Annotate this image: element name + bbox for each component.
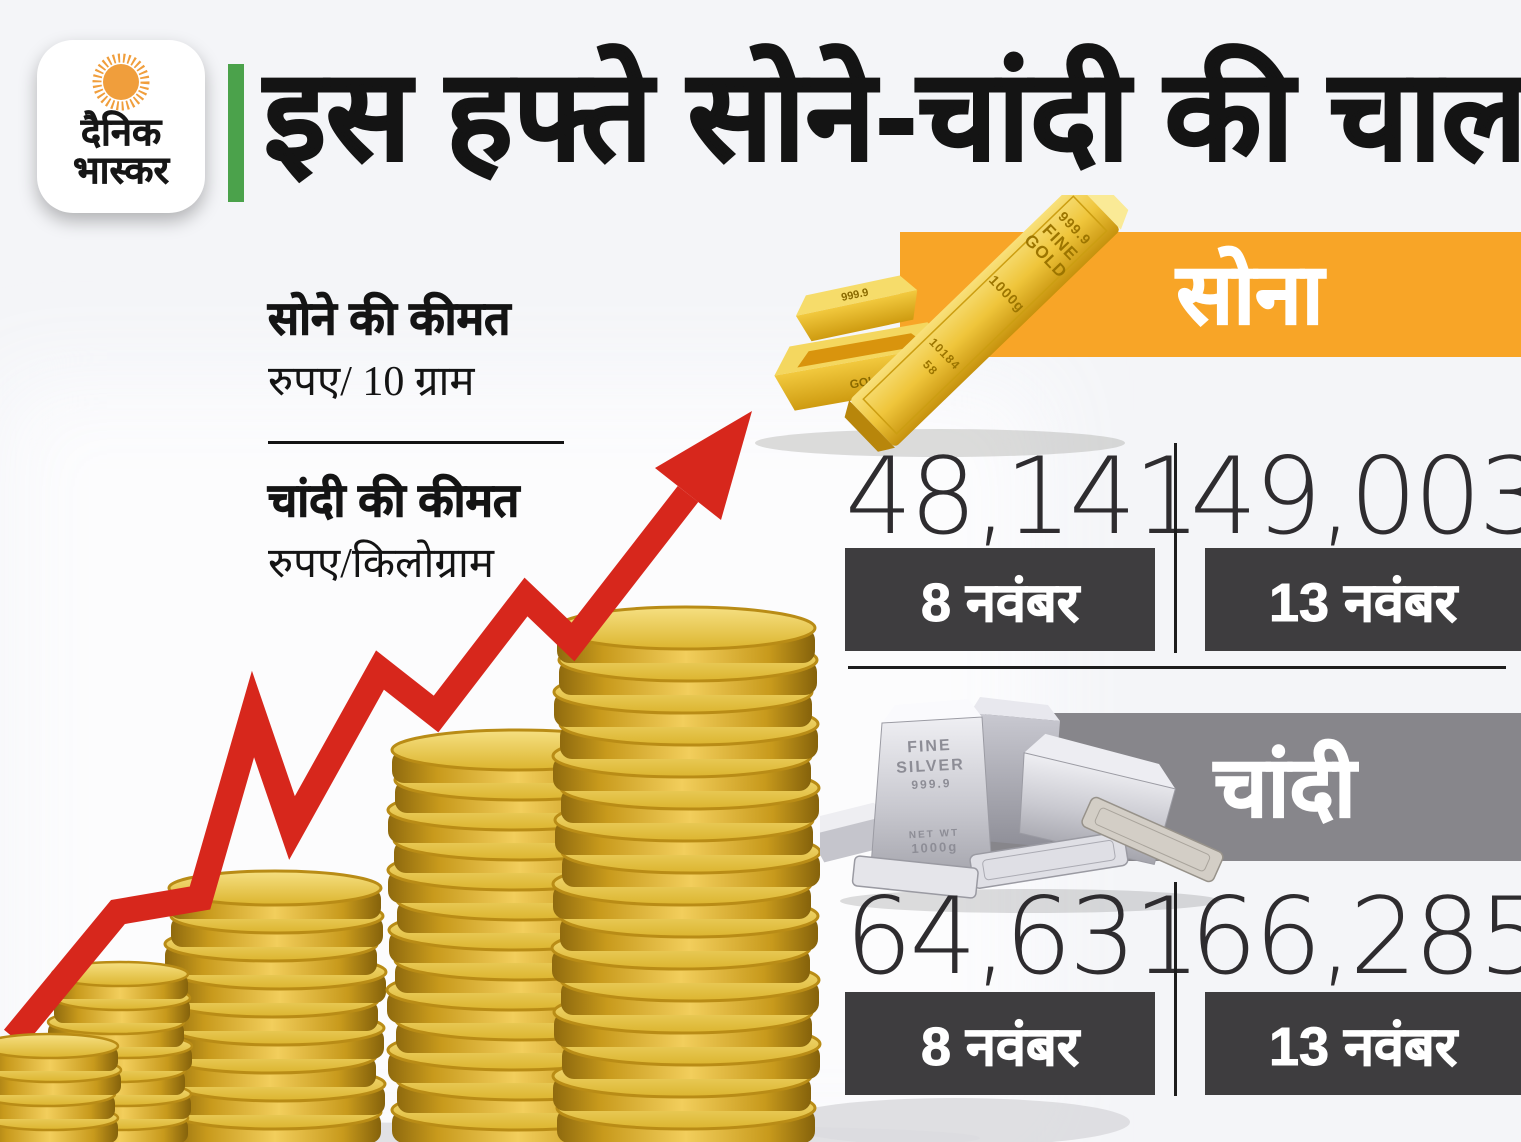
svg-text:1000g: 1000g — [911, 839, 959, 856]
silver-price-nov13: 66,285 — [1190, 875, 1521, 998]
gold-bar-standing: 999.9 FINE GOLD 1000g 10184 58 — [844, 195, 1129, 452]
page-title: इस हफ्ते सोने-चांदी की चाल — [263, 44, 1521, 187]
growth-arrow-icon — [3, 411, 752, 1047]
gold-column-divider — [1174, 443, 1177, 653]
gold-ingot-lying-back: 999.9 — [795, 275, 918, 342]
coin-stack-front — [0, 1032, 123, 1142]
silver-date-badge-nov8: 8 नवंबर — [845, 992, 1155, 1095]
gold-ingots-illustration: 999.9 GOLD 999.9 FINE GOLD 1000g 10184 5… — [755, 195, 1129, 457]
silver-price-label: चांदी की कीमत — [268, 474, 520, 527]
silver-column-divider — [1174, 882, 1177, 1096]
silver-banner-label: चांदी — [1214, 739, 1357, 835]
coin-stack-2 — [162, 869, 388, 1142]
silver-price-nov8: 64,631 — [845, 875, 1201, 998]
silver-price-unit: रुपए/किलोग्राम — [268, 541, 495, 588]
section-divider-rule — [848, 666, 1506, 669]
silver-flat-bar-2 — [1081, 796, 1224, 883]
sunburst-icon — [92, 53, 150, 111]
svg-text:SILVER: SILVER — [896, 756, 965, 777]
silver-ingot-main: FINE SILVER 999.9 NET WT 1000g — [869, 699, 993, 880]
svg-text:999.9: 999.9 — [911, 776, 952, 792]
svg-text:NET WT: NET WT — [909, 828, 960, 842]
silver-ingots-illustration: FINE SILVER 999.9 NET WT 1000g — [820, 697, 1224, 913]
svg-text:999.9: 999.9 — [840, 286, 869, 303]
gold-price-label: सोने की कीमत — [268, 292, 511, 345]
gold-date-badge-nov13: 13 नवंबर — [1205, 548, 1521, 651]
price-legend: सोने की कीमत रुपए/ 10 ग्राम चांदी की कीम… — [268, 292, 608, 590]
silver-date-badge-nov13: 13 नवंबर — [1205, 992, 1521, 1095]
title-accent-bar — [228, 64, 244, 202]
gold-banner-label: सोना — [1176, 246, 1324, 342]
silver-ingot-lying-left — [820, 802, 891, 863]
logo-text-line2: भास्कर — [72, 150, 170, 192]
gold-price-unit: रुपए/ 10 ग्राम — [268, 358, 475, 405]
svg-text:FINE: FINE — [907, 737, 952, 756]
dainik-bhaskar-logo: दैनिक भास्कर — [37, 40, 205, 213]
gold-price-nov13: 49,003 — [1190, 435, 1521, 558]
silver-flat-bar-3 — [851, 855, 979, 899]
legend-divider — [268, 441, 564, 445]
coin-stack-4 — [550, 605, 822, 1142]
gold-date-badge-nov8: 8 नवंबर — [845, 548, 1155, 651]
gold-price-nov8: 48,141 — [845, 435, 1201, 558]
logo-text-line1: दैनिक — [80, 112, 162, 154]
